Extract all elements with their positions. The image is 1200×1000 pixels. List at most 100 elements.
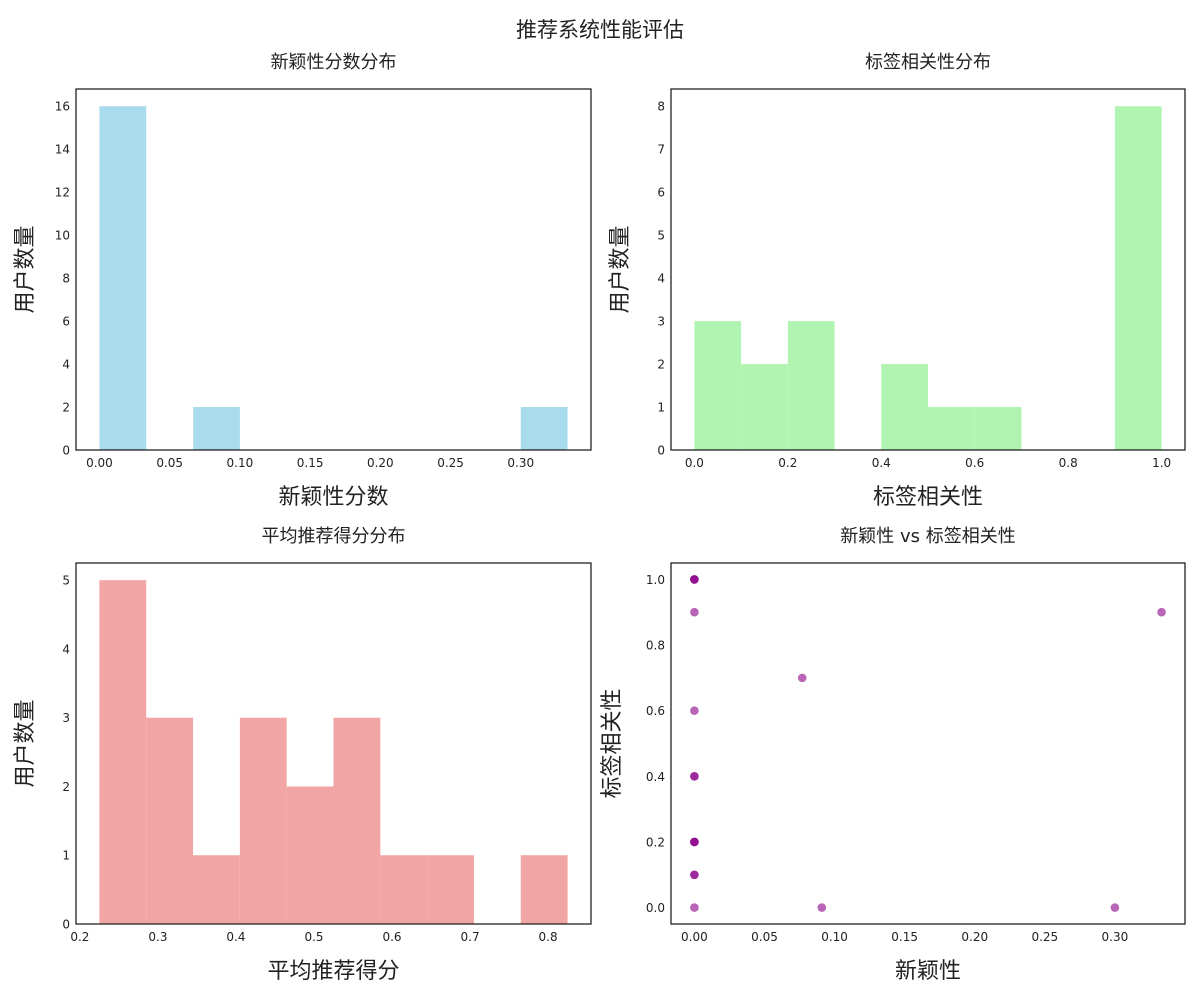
scatter-point <box>690 837 699 847</box>
x-tick-label: 0.00 <box>86 456 113 470</box>
x-tick-label: 0.7 <box>461 930 480 944</box>
chart-panel-3: 0.2 0.3 0.4 0.5 0.6 0.7 0.8 0 1 2 3 4 5 平均推荐得分分布平均推荐得… <box>13 526 592 984</box>
scatter-point <box>690 706 699 715</box>
x-axis-label: 标签相关性 <box>873 485 983 510</box>
y-tick-label: 8 <box>657 100 665 114</box>
histogram-bar <box>928 407 975 450</box>
histogram-bar <box>881 364 928 450</box>
scatter-point <box>690 903 699 912</box>
histogram-bar <box>520 855 568 924</box>
x-tick-label: 0.05 <box>156 456 183 470</box>
x-tick-label: 0.15 <box>297 456 324 470</box>
y-tick-label: 8 <box>62 272 70 286</box>
y-tick-label: 12 <box>55 186 70 200</box>
x-tick-label: 0.6 <box>965 456 984 470</box>
chart-panel-4: 0.00 0.05 0.10 0.15 0.20 0.25 0.30 0.0 0.2 0.4 0.6… <box>600 526 1186 984</box>
y-tick-label: 5 <box>62 574 70 588</box>
y-tick-label: 6 <box>657 186 665 200</box>
x-tick-label: 0.10 <box>227 456 254 470</box>
x-tick-label: 0.05 <box>751 930 778 944</box>
histogram-bar <box>146 717 194 924</box>
histogram-bar <box>520 407 568 450</box>
y-tick-label: 4 <box>62 642 70 656</box>
histogram-bar <box>1114 106 1162 450</box>
histogram-bar <box>380 855 428 924</box>
panel-title: 新颖性 vs 标签相关性 <box>840 526 1015 547</box>
x-axis-label: 平均推荐得分 <box>267 959 399 984</box>
histogram-bar <box>787 321 835 450</box>
y-tick-label: 0 <box>62 444 70 458</box>
scatter-point <box>690 772 699 781</box>
x-tick-label: 0.2 <box>778 456 797 470</box>
scatter-point <box>1157 607 1166 617</box>
scatter-point <box>690 575 699 584</box>
x-tick-label: 0.0 <box>685 456 704 470</box>
x-tick-label: 0.5 <box>304 930 323 944</box>
x-tick-label: 0.4 <box>226 930 245 944</box>
histogram-bar <box>193 407 240 450</box>
panel-title: 平均推荐得分分布 <box>262 526 406 547</box>
x-axis-label: 新颖性分数 <box>278 485 388 510</box>
histogram-bar <box>741 364 788 450</box>
plot-frame <box>75 562 592 925</box>
x-tick-label: 0.00 <box>681 930 708 944</box>
y-tick-label: 4 <box>657 272 665 286</box>
scatter-point <box>1110 903 1120 912</box>
y-axis-label: 用户数量 <box>608 225 633 313</box>
plot-frame <box>75 88 592 451</box>
plot-frame <box>670 88 1186 451</box>
x-tick-label: 0.4 <box>872 456 891 470</box>
y-tick-label: 1.0 <box>646 573 665 587</box>
x-tick-label: 1.0 <box>1152 456 1171 470</box>
histogram-bar <box>974 407 1022 450</box>
y-tick-label: 0.2 <box>646 835 665 849</box>
y-tick-label: 2 <box>657 358 665 372</box>
y-tick-label: 0 <box>657 444 665 458</box>
y-tick-label: 5 <box>657 229 665 243</box>
y-tick-label: 0.4 <box>646 770 665 784</box>
x-tick-label: 0.30 <box>507 456 534 470</box>
y-tick-label: 6 <box>62 315 70 329</box>
y-tick-label: 0.8 <box>646 639 665 653</box>
panel-title: 标签相关性分布 <box>865 52 991 73</box>
x-tick-label: 0.3 <box>148 930 167 944</box>
x-tick-label: 0.6 <box>382 930 401 944</box>
x-tick-label: 0.15 <box>891 930 918 944</box>
histogram-bar <box>694 321 742 450</box>
histogram-bar <box>99 106 147 450</box>
x-tick-label: 0.10 <box>821 930 848 944</box>
histogram-bar <box>333 717 381 924</box>
y-tick-label: 1 <box>62 849 70 863</box>
x-axis-label: 新颖性 <box>895 959 961 984</box>
y-tick-label: 2 <box>62 780 70 794</box>
histogram-bar <box>239 717 287 924</box>
x-tick-label: 0.8 <box>1059 456 1078 470</box>
y-tick-label: 14 <box>55 143 70 157</box>
y-tick-label: 3 <box>62 711 70 725</box>
y-tick-label: 10 <box>55 229 70 243</box>
y-tick-label: 16 <box>55 100 70 114</box>
scatter-point <box>690 870 699 880</box>
x-tick-label: 0.25 <box>1031 930 1058 944</box>
y-axis-label: 标签相关性 <box>600 688 625 798</box>
scatter-point <box>797 673 807 683</box>
x-tick-label: 0.20 <box>367 456 394 470</box>
histogram-bar <box>427 855 474 924</box>
y-tick-label: 0.6 <box>646 704 665 718</box>
histogram-bar <box>99 580 147 924</box>
x-tick-label: 0.30 <box>1102 930 1129 944</box>
x-tick-label: 0.20 <box>961 930 988 944</box>
y-tick-label: 0.0 <box>646 901 665 915</box>
y-tick-label: 1 <box>657 401 665 415</box>
scatter-point <box>817 903 827 912</box>
histogram-bar <box>193 855 240 924</box>
scatter-point <box>690 607 699 617</box>
y-tick-label: 0 <box>62 918 70 932</box>
figure-title: 推荐系统性能评估 <box>516 18 684 42</box>
y-axis-label: 用户数量 <box>13 225 38 313</box>
x-tick-label: 0.8 <box>539 930 558 944</box>
plot-frame <box>670 562 1186 925</box>
panel-title: 新颖性分数分布 <box>271 52 397 73</box>
